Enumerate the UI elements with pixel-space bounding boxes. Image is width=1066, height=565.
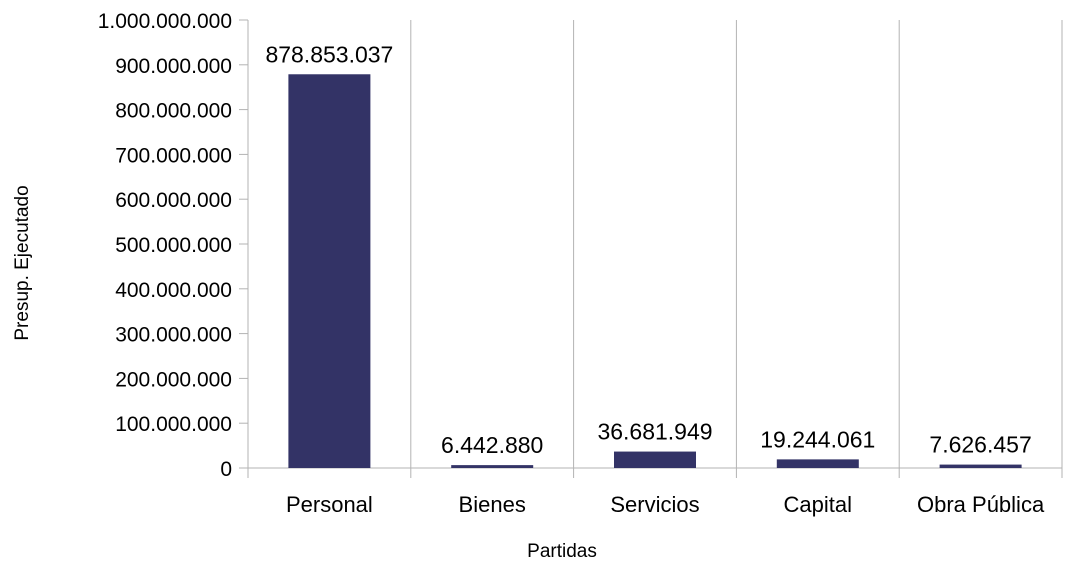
data-label: 6.442.880: [441, 432, 543, 458]
bar: [614, 451, 696, 468]
x-tick-label: Servicios: [610, 492, 699, 517]
bars: [288, 74, 1022, 469]
data-label: 878.853.037: [265, 41, 393, 67]
y-tick-label: 800.000.000: [115, 100, 232, 123]
x-axis-label: Partidas: [527, 541, 597, 562]
y-axis-ticks: 0 100.000.000 200.000.000 300.000.000 400.00…: [98, 10, 248, 481]
x-tick-label: Personal: [286, 492, 373, 517]
data-label: 19.244.061: [760, 426, 875, 452]
bar: [939, 464, 1022, 468]
grid-lines: [410, 20, 1063, 478]
y-tick-label: 400.000.000: [115, 279, 232, 302]
x-tick-label: Bienes: [459, 492, 526, 517]
y-axis-label: Presup. Ejecutado: [12, 185, 33, 340]
y-tick-label: 500.000.000: [115, 234, 232, 257]
x-axis-ticks: Personal Bienes Servicios Capital Obra Públi…: [286, 492, 1045, 517]
y-tick-label: 1.000.000.000: [98, 10, 232, 33]
x-tick-label: Obra Pública: [917, 492, 1045, 517]
y-tick-label: 200.000.000: [115, 368, 232, 391]
y-tick-label: 300.000.000: [115, 324, 232, 347]
x-tick-label: Capital: [784, 492, 852, 517]
bar: [288, 74, 371, 469]
data-label: 7.626.457: [929, 432, 1031, 458]
y-tick-label: 0: [220, 458, 232, 481]
data-label: 36.681.949: [597, 419, 712, 445]
data-labels: 878.853.037 6.442.880 36.681.949 19.244.061…: [265, 41, 1031, 458]
bar: [451, 465, 534, 468]
y-tick-label: 900.000.000: [115, 55, 232, 78]
y-tick-label: 600.000.000: [115, 189, 232, 212]
y-tick-label: 100.000.000: [115, 413, 232, 436]
y-tick-label: 700.000.000: [115, 144, 232, 167]
bar: [776, 459, 859, 468]
